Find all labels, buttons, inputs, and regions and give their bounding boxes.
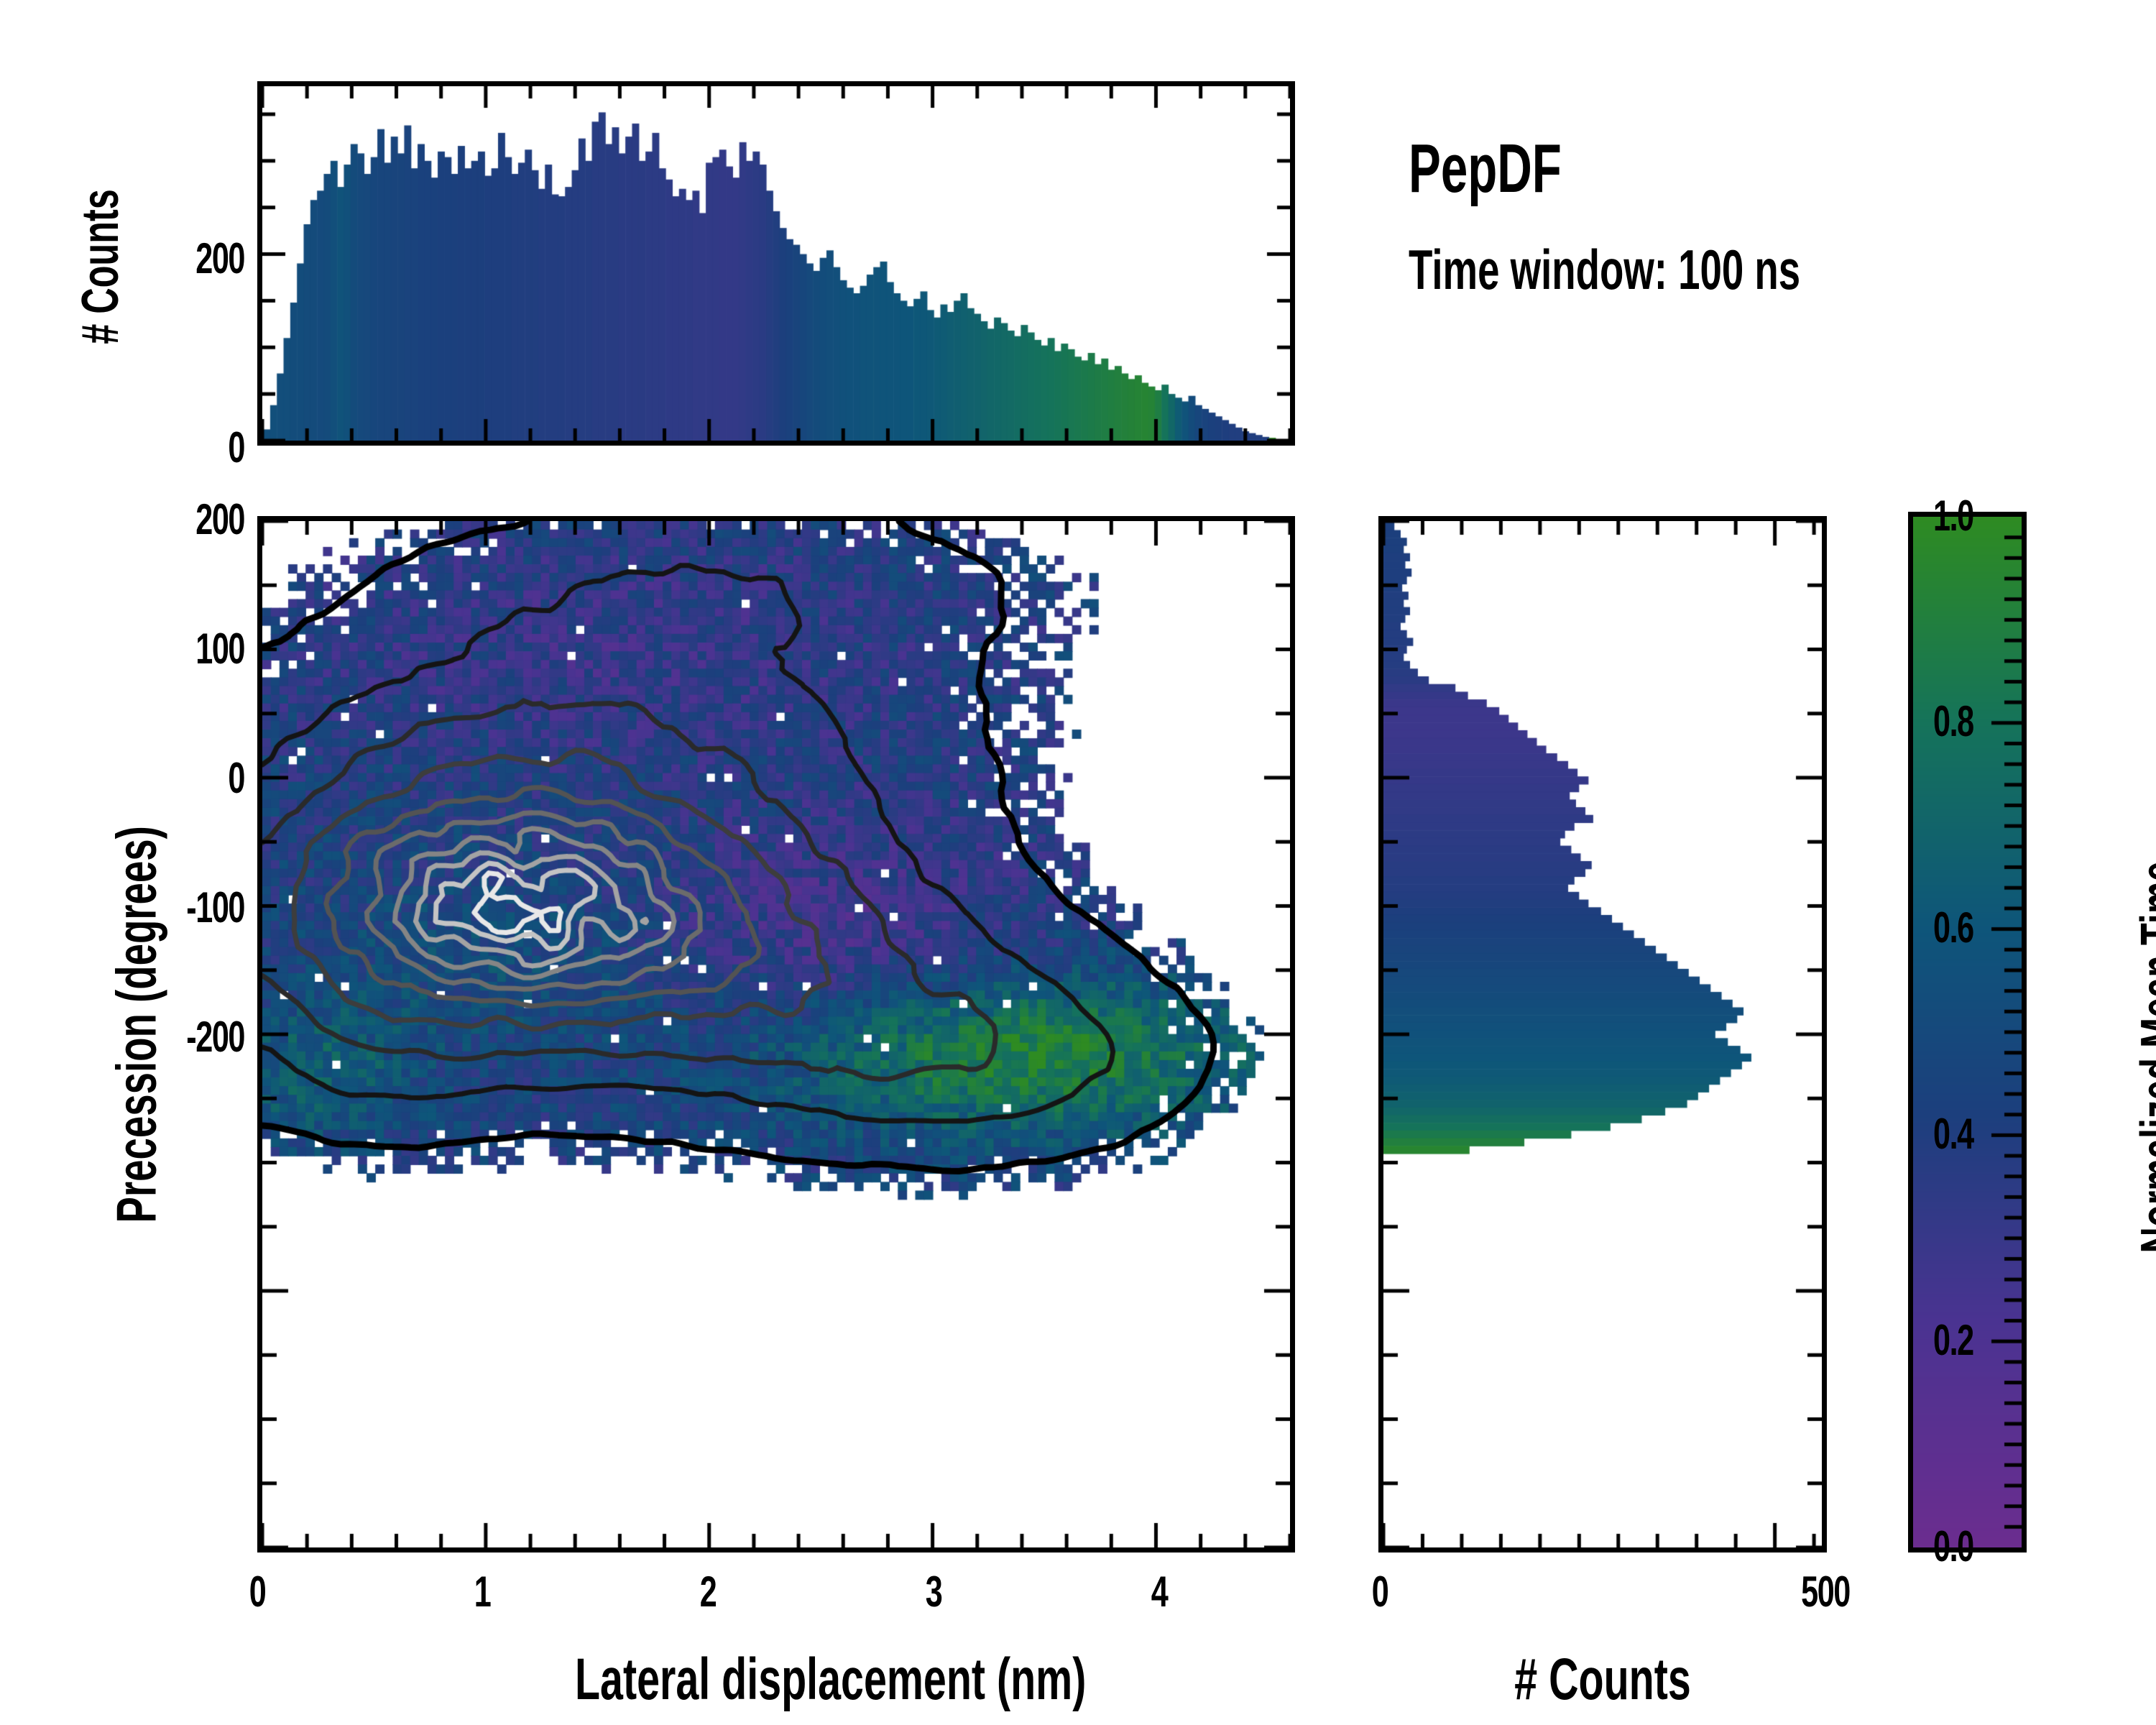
colorbar-label: Normalized Mean Time bbox=[2131, 861, 2156, 1254]
colorbar-gradient bbox=[1913, 517, 2022, 1547]
top-hist-ylabel: # Counts bbox=[72, 189, 129, 344]
main-xtick-2: 2 bbox=[699, 1568, 717, 1616]
main-ytick-200: 200 bbox=[195, 495, 245, 543]
colorbar bbox=[1908, 512, 2027, 1552]
top-hist-ytick-200: 200 bbox=[195, 234, 245, 282]
colorbar-tick-0.6: 0.6 bbox=[1933, 903, 1974, 952]
right-histogram-panel bbox=[1378, 516, 1827, 1552]
colorbar-tick-0.0: 0.0 bbox=[1933, 1522, 1974, 1570]
right-hist-xtick-500: 500 bbox=[1801, 1568, 1851, 1616]
right-hist-xlabel: # Counts bbox=[1514, 1647, 1691, 1712]
main-ylabel: Precession (degrees) bbox=[104, 826, 168, 1223]
colorbar-tick-1.0: 1.0 bbox=[1933, 492, 1974, 540]
top-histogram-canvas bbox=[262, 86, 1290, 441]
figure-subtitle: Time window: 100 ns bbox=[1409, 238, 1801, 301]
colorbar-tick-0.8: 0.8 bbox=[1933, 697, 1974, 745]
main-xtick-3: 3 bbox=[925, 1568, 943, 1616]
colorbar-tick-0.4: 0.4 bbox=[1933, 1110, 1974, 1158]
right-histogram-canvas bbox=[1383, 521, 1822, 1547]
main-heatmap-panel bbox=[257, 516, 1295, 1552]
colorbar-tick-0.2: 0.2 bbox=[1933, 1316, 1974, 1364]
figure-title: PepDF bbox=[1409, 130, 1562, 207]
main-xtick-0: 0 bbox=[249, 1568, 267, 1616]
top-hist-ytick-0: 0 bbox=[228, 423, 245, 472]
main-xlabel: Lateral displacement (nm) bbox=[575, 1647, 1087, 1712]
main-ytick-neg100: -100 bbox=[186, 883, 245, 932]
top-histogram-panel bbox=[257, 81, 1295, 446]
right-hist-xtick-0: 0 bbox=[1371, 1568, 1389, 1616]
main-ytick-100: 100 bbox=[195, 625, 245, 673]
main-ytick-0: 0 bbox=[228, 754, 245, 802]
main-heatmap-canvas bbox=[262, 521, 1290, 1547]
main-xtick-4: 4 bbox=[1151, 1568, 1169, 1616]
main-ytick-neg200: -200 bbox=[186, 1013, 245, 1061]
main-xtick-1: 1 bbox=[474, 1568, 492, 1616]
